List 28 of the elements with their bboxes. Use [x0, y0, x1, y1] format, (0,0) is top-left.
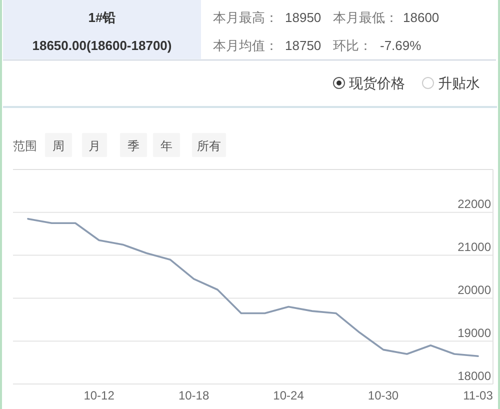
y-tick-label: 18000: [458, 368, 492, 383]
range-button: 季: [120, 133, 147, 157]
range-button: 周: [45, 133, 72, 157]
text: -7.69%: [380, 38, 422, 53]
text: 18950: [285, 10, 322, 25]
text: 18750: [285, 38, 322, 53]
x-tick-label: 10-24: [273, 388, 304, 403]
range-button: 年: [153, 133, 180, 157]
text: 本月均值：: [213, 38, 278, 53]
text: 本月最高：: [213, 10, 278, 25]
x-tick-label: 11-03: [463, 388, 494, 403]
text: 环比：: [333, 38, 372, 53]
text: 升贴水: [438, 75, 480, 91]
text: 18600: [403, 10, 440, 25]
text: 本月最低：: [333, 10, 398, 25]
y-tick-label: 22000: [458, 197, 492, 212]
chart-subtitle: 18650.00(18600-18700): [32, 38, 172, 53]
range-button: 所有: [192, 133, 226, 157]
chart-title: 1#铅: [88, 10, 116, 25]
x-tick-label: 10-12: [84, 388, 115, 403]
x-tick-label: 10-18: [178, 388, 210, 403]
y-tick-label: 19000: [458, 326, 492, 340]
x-tick-label: 10-30: [368, 388, 399, 403]
y-tick-label: 20000: [458, 283, 492, 297]
range-button: 月: [82, 133, 107, 157]
text: 现货价格: [349, 75, 405, 91]
y-tick-label: 21000: [458, 240, 492, 254]
text: 范围: [13, 139, 37, 153]
